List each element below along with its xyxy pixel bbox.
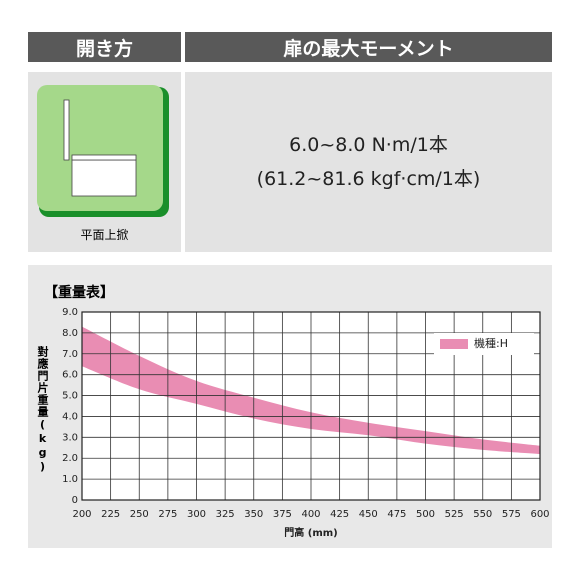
y-axis-label: 對應門片重量(kg) bbox=[36, 346, 49, 474]
moment-text: (61.2~81.6 kgf·cm/1本) bbox=[256, 168, 481, 190]
legend-label: 機種:H bbox=[474, 336, 508, 350]
x-tick-label: 300 bbox=[187, 509, 206, 520]
x-tick-label: 475 bbox=[387, 509, 406, 520]
x-tick-label: 225 bbox=[101, 509, 120, 520]
x-tick-label: 425 bbox=[330, 509, 349, 520]
moment-cell: 6.0~8.0 N·m/1本 (61.2~81.6 kgf·cm/1本) bbox=[185, 72, 552, 252]
moment-text: 6.0~8.0 N·m/1本 bbox=[289, 134, 448, 156]
x-tick-label: 525 bbox=[445, 509, 464, 520]
x-tick-label: 200 bbox=[72, 509, 91, 520]
x-tick-label: 600 bbox=[530, 509, 549, 520]
legend-swatch bbox=[440, 339, 468, 349]
x-tick-label: 575 bbox=[502, 509, 521, 520]
plot-border bbox=[81, 311, 541, 501]
y-tick-label: 1.0 bbox=[62, 474, 78, 485]
y-tick-label: 0 bbox=[72, 495, 78, 506]
opening-caption: 平面上掀 bbox=[80, 228, 129, 242]
x-tick-label: 500 bbox=[416, 509, 435, 520]
y-tick-label: 3.0 bbox=[62, 432, 78, 443]
x-tick-label: 250 bbox=[130, 509, 149, 520]
y-tick-label: 8.0 bbox=[62, 328, 78, 339]
y-tick-label: 4.0 bbox=[62, 411, 78, 422]
x-tick-label: 325 bbox=[216, 509, 235, 520]
x-tick-label: 450 bbox=[359, 509, 378, 520]
legend-box bbox=[434, 333, 534, 355]
y-tick-label: 5.0 bbox=[62, 391, 78, 402]
y-tick-label: 9.0 bbox=[62, 307, 78, 318]
y-tick-label: 6.0 bbox=[62, 370, 78, 381]
header-cell: 開き方 bbox=[28, 32, 181, 62]
x-tick-label: 375 bbox=[273, 509, 292, 520]
header-cell: 扉の最大モーメント bbox=[185, 32, 552, 62]
opening-cell: 平面上掀 bbox=[28, 72, 181, 252]
x-tick-label: 550 bbox=[473, 509, 492, 520]
chart-title: 【重量表】 bbox=[44, 285, 114, 301]
opening-icon bbox=[37, 85, 169, 217]
x-tick-label: 400 bbox=[301, 509, 320, 520]
x-axis-label: 門高 (mm) bbox=[284, 526, 337, 539]
y-tick-label: 7.0 bbox=[62, 349, 78, 360]
y-tick-label: 2.0 bbox=[62, 453, 78, 464]
x-tick-label: 275 bbox=[158, 509, 177, 520]
x-tick-label: 350 bbox=[244, 509, 263, 520]
